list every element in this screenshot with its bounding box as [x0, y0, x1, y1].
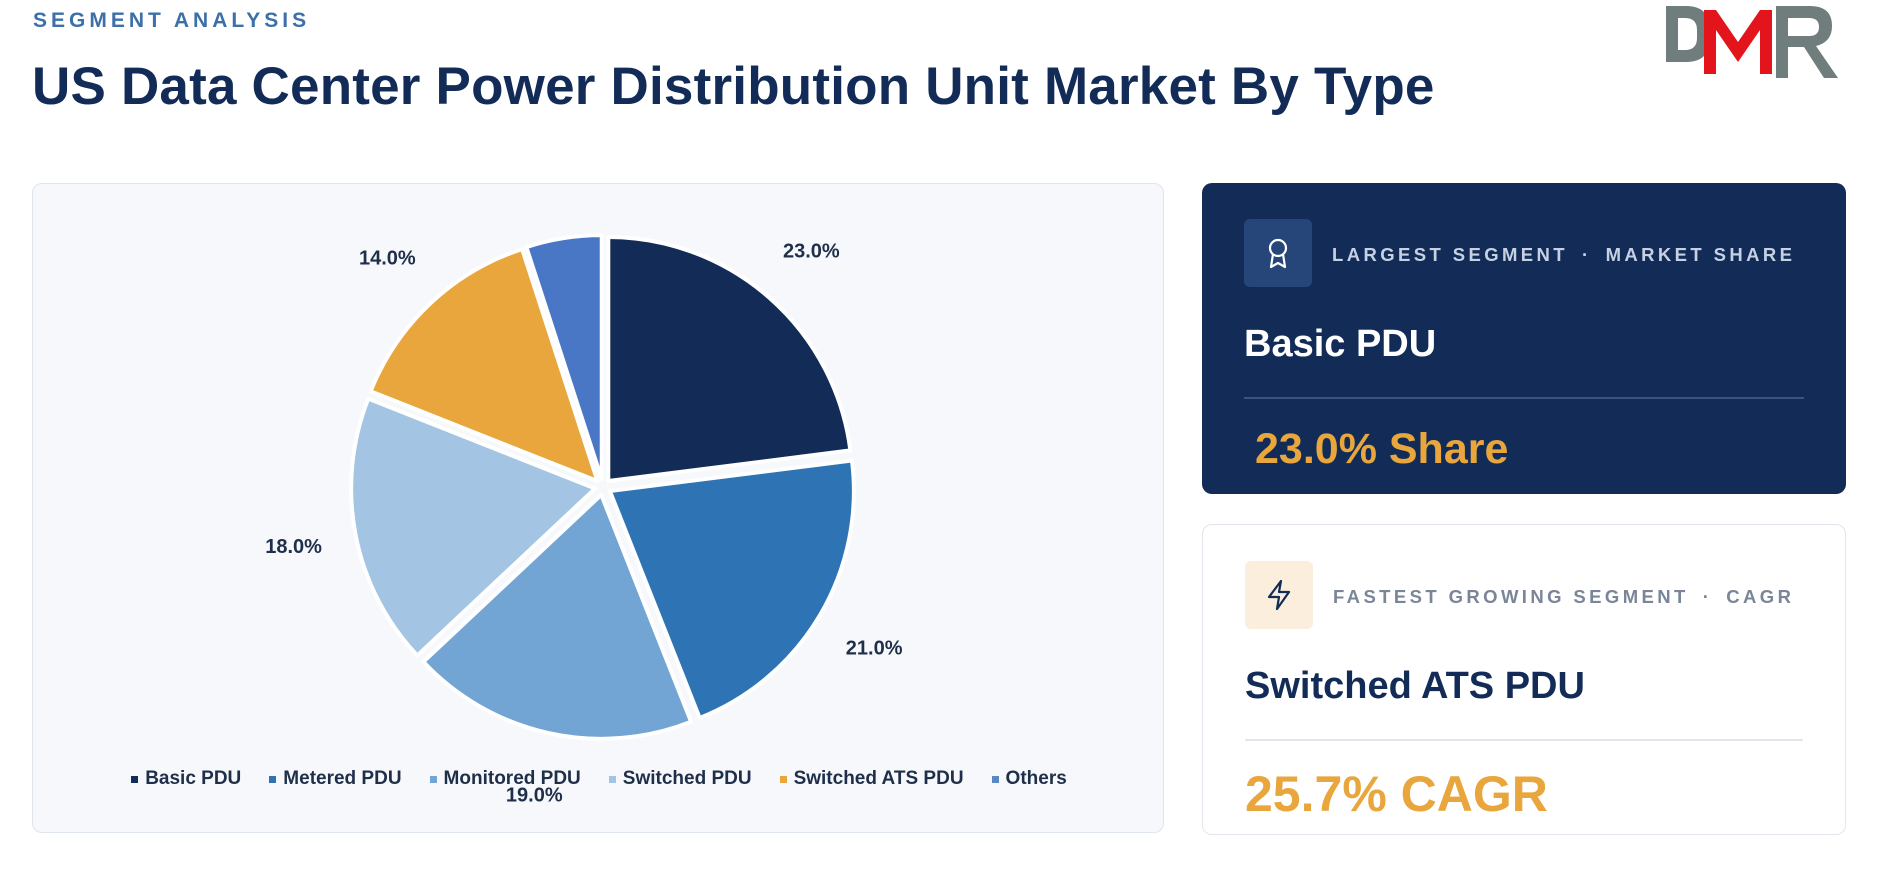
page-title: US Data Center Power Distribution Unit M… [32, 57, 1435, 116]
legend-swatch [991, 775, 999, 783]
legend-swatch [269, 775, 277, 783]
legend-item-others: Others [991, 768, 1067, 790]
legend-item-basic-pdu: Basic PDU [131, 768, 241, 790]
pie-chart: 23.0% 21.0% 19.0% 18.0% 14.0% 5.0% [265, 184, 903, 806]
pie-slice-metered-pdu [607, 458, 856, 720]
label-right: CAGR [1726, 586, 1795, 607]
label-separator: · [1582, 244, 1592, 265]
legend-swatch [131, 775, 139, 783]
award-ribbon-icon [1244, 219, 1312, 287]
legend-item-switched-pdu: Switched PDU [608, 768, 752, 790]
fastest-growing-card: FASTEST GROWING SEGMENT · CAGR Switched AT… [1202, 524, 1846, 835]
segment-name: Switched ATS PDU [1245, 665, 1585, 707]
pie-chart-panel: 23.0% 21.0% 19.0% 18.0% 14.0% 5.0% Basic PDU … [32, 183, 1164, 833]
data-label: 5.0% [531, 184, 577, 188]
card-label: LARGEST SEGMENT · MARKET SHARE [1332, 244, 1795, 266]
share-metric: 23.0% Share [1255, 425, 1509, 473]
label-left: FASTEST GROWING SEGMENT [1333, 586, 1689, 607]
label-right: MARKET SHARE [1605, 244, 1796, 265]
largest-segment-card: LARGEST SEGMENT · MARKET SHARE Basic PDU 2… [1202, 183, 1846, 494]
data-label: 19.0% [506, 784, 563, 806]
legend-label: Switched ATS PDU [793, 768, 964, 789]
data-label: 21.0% [846, 637, 903, 659]
pie-slice-switched-ats-pdu [368, 247, 600, 484]
pie-slice-switched-pdu [349, 396, 598, 658]
chart-legend: Basic PDU Metered PDU Monitored PDU Swit… [33, 768, 1165, 790]
data-label: 14.0% [359, 247, 416, 269]
label-left: LARGEST SEGMENT [1332, 244, 1569, 265]
card-label: FASTEST GROWING SEGMENT · CAGR [1333, 586, 1794, 608]
legend-label: Switched PDU [622, 768, 752, 789]
eyebrow-label: SEGMENT ANALYSIS [33, 9, 311, 32]
pie-slice-monitored-pdu [421, 492, 694, 741]
legend-label: Monitored PDU [443, 768, 581, 789]
data-label: 18.0% [265, 536, 322, 558]
label-separator: · [1702, 586, 1713, 607]
legend-item-metered-pdu: Metered PDU [269, 768, 402, 790]
legend-label: Others [1005, 768, 1067, 789]
legend-item-switched-ats-pdu: Switched ATS PDU [779, 768, 964, 790]
pie-slice-others [524, 233, 604, 482]
legend-label: Basic PDU [145, 768, 242, 789]
cagr-metric: 25.7% CAGR [1245, 766, 1548, 822]
data-label: 23.0% [783, 241, 840, 263]
divider [1245, 739, 1803, 741]
divider [1244, 397, 1804, 399]
lightning-bolt-icon [1245, 561, 1313, 629]
legend-swatch [779, 775, 787, 783]
legend-swatch [429, 775, 437, 783]
pie-slice-basic-pdu [606, 234, 853, 483]
legend-label: Metered PDU [283, 768, 402, 789]
legend-item-monitored-pdu: Monitored PDU [429, 768, 581, 790]
legend-swatch [608, 775, 616, 783]
dmr-logo [1666, 6, 1838, 78]
segment-name: Basic PDU [1244, 323, 1437, 365]
